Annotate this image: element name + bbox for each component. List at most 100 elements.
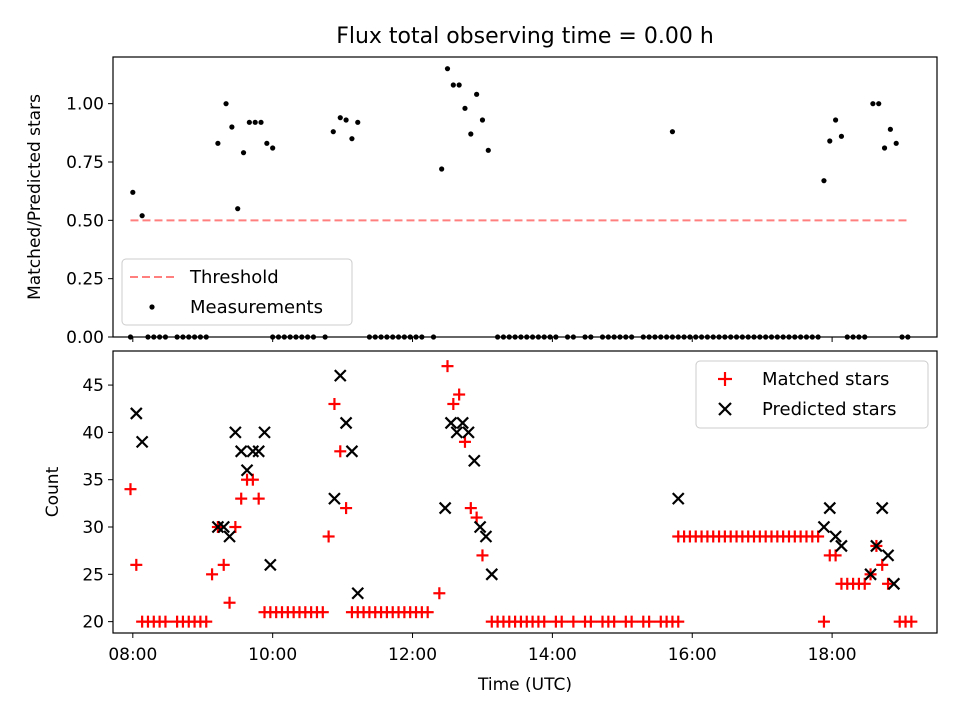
predicted-star-point: [223, 530, 236, 543]
predicted-star-point: [473, 520, 487, 534]
predicted-star-point: [264, 558, 277, 572]
matched-star-point: [316, 606, 329, 619]
predicted-star-point: [229, 426, 242, 439]
predicted-star-point: [444, 416, 458, 430]
predicted-star-point: [234, 445, 248, 458]
matched-legend-label: Matched stars: [762, 369, 889, 390]
measurement-point: [876, 101, 882, 107]
matched-star-point: [470, 511, 483, 524]
top-y-axis-label: Matched/Predicted stars: [25, 94, 45, 300]
measurement-point: [485, 147, 491, 153]
bottom-x-axis: 08:00 10:00 12:00 14:00 16:00 18:00: [108, 633, 857, 665]
bottom-y-axis-label: Count: [43, 466, 63, 517]
matched-star-point: [672, 615, 685, 628]
predicted-star-point: [240, 463, 254, 477]
predicted-star-point: [339, 416, 353, 430]
measurement-point: [456, 82, 462, 88]
predicted-star-point: [875, 501, 889, 515]
bottom-axes-frame: [112, 350, 938, 634]
measurement-point: [229, 124, 235, 130]
bottom-legend-box: [695, 360, 929, 429]
top-y-tick-label: 0.50: [66, 211, 104, 231]
top-legend: Threshold Measurements: [121, 258, 353, 326]
measurement-point: [355, 119, 361, 125]
measurement-point: [139, 213, 145, 219]
predicted-star-point: [328, 492, 341, 505]
matched-star-point: [252, 492, 265, 505]
top-y-tick-label: 1.00: [66, 95, 104, 115]
matched-star-point: [608, 615, 621, 628]
matched-star-point: [433, 587, 446, 600]
matched-star-point: [905, 615, 918, 628]
predicted-star-point: [333, 369, 347, 382]
measurement-point: [833, 117, 839, 123]
measurement-point: [827, 138, 833, 144]
measurement-point: [669, 129, 676, 135]
measurement-point: [474, 91, 480, 97]
matched-star-point: [217, 558, 230, 571]
top-y-tick-label: 0.00: [66, 328, 104, 348]
matched-star-point: [464, 502, 477, 515]
measurement-point: [444, 66, 451, 72]
top-axes-frame: [112, 56, 938, 338]
top-x-tick-marks: [132, 337, 833, 342]
predicted-star-point: [829, 530, 842, 543]
bottom-plot-area: [124, 360, 918, 628]
measurement-point: [270, 145, 276, 151]
matched-star-point: [625, 615, 638, 628]
matched-star-point: [458, 435, 471, 448]
measurement-point: [264, 140, 270, 146]
measurement-point: [462, 105, 468, 111]
matched-star-point: [246, 473, 259, 486]
matched-star-point: [322, 530, 335, 543]
predicted-star-point: [881, 549, 895, 562]
matched-star-point: [159, 615, 172, 628]
bottom-x-axis-label: Time (UTC): [477, 675, 572, 695]
measurement-point: [468, 131, 474, 137]
matched-star-point: [876, 558, 889, 571]
predicted-legend-label: Predicted stars: [762, 399, 896, 420]
bottom-y-tick-label: 45: [82, 376, 104, 396]
predicted-star-point: [258, 426, 271, 439]
predicted-star-point: [130, 407, 143, 420]
bottom-x-tick-label: 14:00: [528, 645, 577, 665]
matched-star-point: [235, 492, 248, 505]
predicted-star-point: [823, 501, 837, 515]
matched-star-point: [829, 549, 842, 562]
measurement-point: [439, 166, 445, 172]
predicted-star-point: [456, 416, 469, 430]
measurement-point: [343, 117, 349, 123]
measurement-point: [258, 119, 264, 125]
chart-title: Flux total observing time = 0.00 h: [336, 24, 714, 49]
predicted-star-point: [450, 426, 464, 439]
matched-star-point: [538, 615, 551, 628]
bottom-x-tick-label: 18:00: [808, 645, 857, 665]
matched-star-point: [555, 615, 568, 628]
measurements-legend-label: Measurements: [190, 297, 323, 318]
measurement-point: [821, 178, 827, 184]
matched-star-point: [858, 577, 871, 590]
predicted-legend-swatch: [718, 402, 732, 416]
matched-star-point: [643, 615, 656, 628]
matched-star-point: [476, 549, 489, 562]
measurement-point: [337, 115, 343, 121]
measurements-legend-swatch: [149, 304, 155, 310]
measurement-point: [130, 189, 136, 195]
predicted-star-point: [135, 435, 149, 449]
bottom-y-tick-label: 20: [82, 613, 104, 633]
matched-star-point: [447, 397, 460, 410]
bottom-x-tick-label: 12:00: [388, 645, 437, 665]
measurement-point: [215, 140, 221, 146]
predicted-star-point: [870, 539, 883, 553]
predicted-star-point: [438, 501, 452, 515]
matched-star-point: [124, 483, 137, 496]
measurement-point: [223, 101, 229, 107]
measurement-point: [246, 119, 252, 125]
bottom-y-axis: 20 25 30 35 40 45: [82, 376, 113, 633]
measurement-point: [870, 101, 876, 107]
matched-legend-swatch: [718, 372, 732, 386]
measurement-point: [235, 206, 241, 212]
predicted-star-point: [252, 445, 265, 458]
predicted-star-point: [217, 520, 230, 534]
